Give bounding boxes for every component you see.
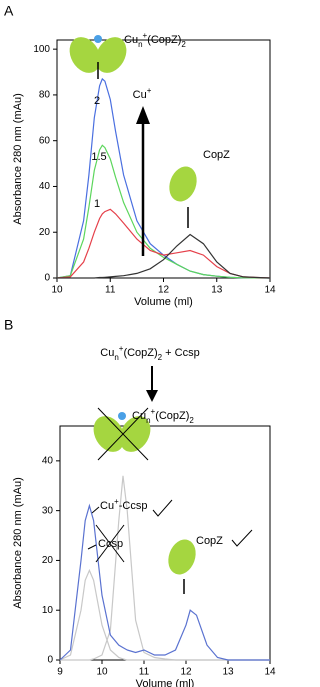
plot-frame xyxy=(56,39,271,279)
annotation: 1.5 xyxy=(91,151,106,163)
y-axis-label: Absorbance 280 nm (mAu) xyxy=(12,93,24,224)
line-series xyxy=(59,568,270,661)
x-tick-label: 13 xyxy=(211,285,223,296)
annotation: Cun+(CopZ)2 + Ccsp xyxy=(100,344,199,362)
x-tick-label: 11 xyxy=(139,667,150,678)
y-axis-label: Absorbance 280 nm (mAu) xyxy=(12,477,24,608)
annotation: Cun+(CopZ)2 xyxy=(132,407,194,425)
y-tick-label: 0 xyxy=(47,655,53,666)
y-tick-label: 60 xyxy=(39,135,51,146)
y-tick-label: 30 xyxy=(42,505,54,516)
annotation: CopZ xyxy=(203,149,230,161)
copz-icon xyxy=(169,166,197,228)
x-tick-label: 14 xyxy=(264,285,276,296)
line-series xyxy=(60,475,270,661)
plot-frame xyxy=(59,425,271,661)
arrow xyxy=(146,366,158,402)
x-tick-label: 10 xyxy=(96,667,108,678)
y-tick-label: 0 xyxy=(44,273,50,284)
y-tick-label: 40 xyxy=(42,455,54,466)
x-axis-label: Volume (ml) xyxy=(134,296,193,308)
leader xyxy=(91,499,173,517)
annotation: 1 xyxy=(94,198,100,210)
complex-icon xyxy=(93,407,151,461)
line-series xyxy=(56,208,271,279)
x-tick-label: 9 xyxy=(57,667,63,678)
line-series xyxy=(56,144,271,279)
line-series xyxy=(57,233,271,279)
x-tick-label: 10 xyxy=(51,285,63,296)
y-tick-label: 10 xyxy=(42,605,54,616)
chart-panel: B 9 10 11 12 13 14 0 10 20 30 40 Volume (ml) Absorban… xyxy=(4,317,276,687)
y-tick-label: 80 xyxy=(39,90,51,101)
annotation: Cun+(CopZ)2 xyxy=(124,31,186,49)
annotation: CopZ xyxy=(196,535,223,547)
y-tick-label: 20 xyxy=(39,227,51,238)
x-tick-label: 11 xyxy=(105,285,116,296)
y-tick-label: 40 xyxy=(39,181,51,192)
x-tick-label: 12 xyxy=(180,667,192,678)
panel-label: B xyxy=(4,317,13,333)
cross xyxy=(87,524,125,563)
annotation: 2 xyxy=(94,95,100,107)
annotation: Cu+ xyxy=(133,86,152,101)
copz-icon xyxy=(168,529,253,594)
x-axis-label: Volume (ml) xyxy=(136,678,195,687)
line-series xyxy=(59,503,270,661)
annotation: Cu+-Ccsp xyxy=(100,497,147,512)
complex-icon xyxy=(69,35,127,79)
x-tick-label: 13 xyxy=(222,667,234,678)
x-tick-label: 12 xyxy=(158,285,170,296)
y-tick-label: 20 xyxy=(42,555,54,566)
y-tick-label: 100 xyxy=(33,44,50,55)
arrow xyxy=(136,106,150,256)
panel-label: A xyxy=(4,3,14,19)
x-tick-label: 14 xyxy=(264,667,276,678)
